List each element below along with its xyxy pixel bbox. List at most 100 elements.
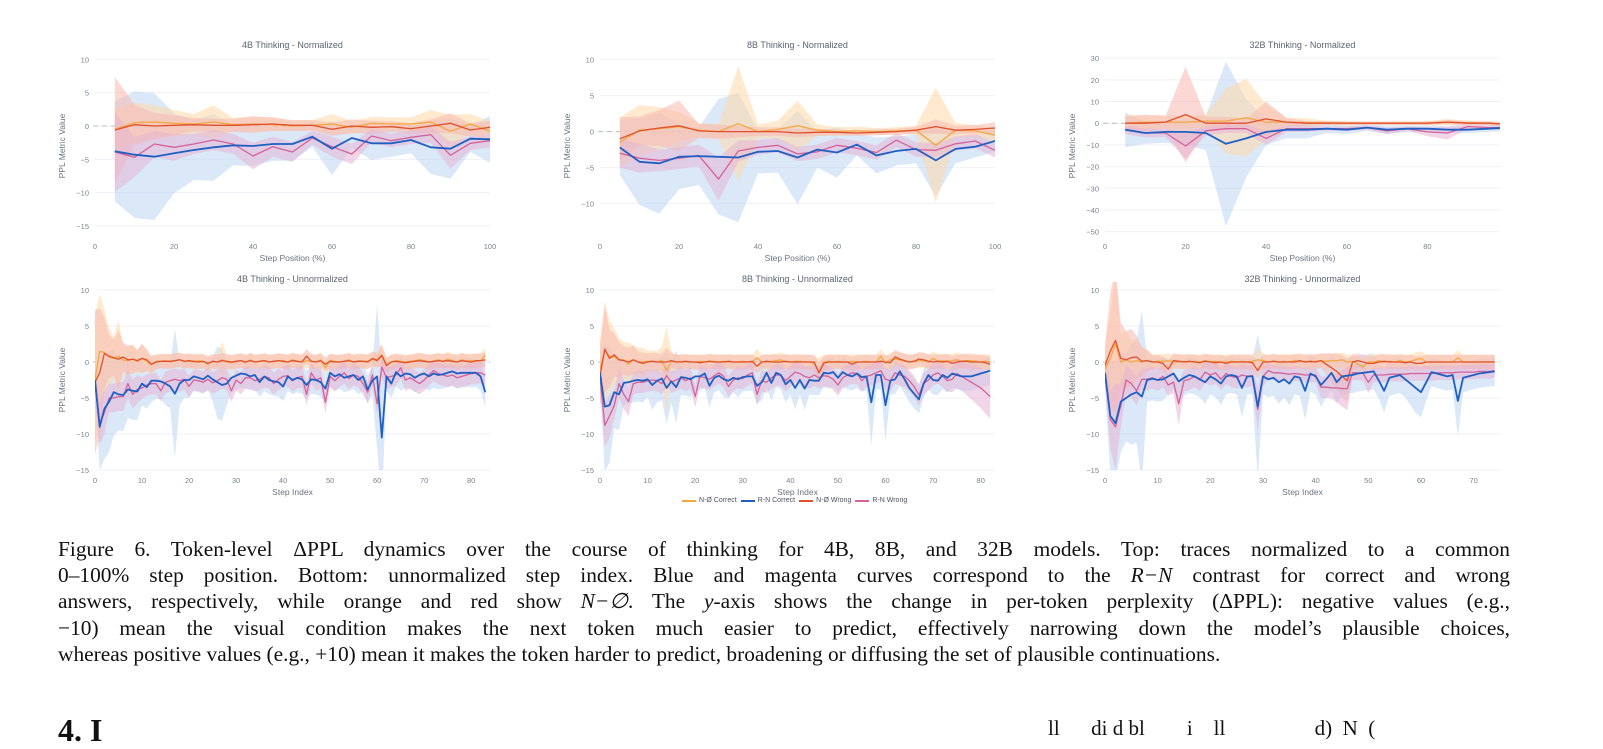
plot-area bbox=[95, 293, 487, 470]
band-r-wrong bbox=[114, 112, 490, 192]
x-axis-label: Step Index bbox=[1282, 487, 1323, 497]
x-tick-label: 70 bbox=[929, 476, 937, 485]
y-axis-label: PPL Metric Value bbox=[1067, 113, 1077, 178]
chart-panel-4b-normalized: 4B Thinking - Normalized −15 −10 −5 0 5 10 0 20 4… bbox=[55, 36, 505, 268]
y-tick-label: −20 bbox=[1086, 163, 1099, 172]
cutoff-text-fragment: ll di d bl i ll d) N ( bbox=[1048, 716, 1386, 740]
y-tick-label: 30 bbox=[1091, 54, 1099, 63]
y-tick-label: −10 bbox=[76, 430, 89, 439]
caption-text: -axis shows the change in per-token perp… bbox=[713, 589, 1510, 614]
chart-8b-unnormalized: 8B Thinking - Unnormalized −15 −10 −5 0 5 10 0 1… bbox=[562, 274, 995, 497]
legend-swatch-r-correct bbox=[740, 499, 755, 502]
y-tick-label: 5 bbox=[1095, 322, 1099, 331]
chart-32b-normalized: 32B Thinking - Normalized −50 −40 −30 −20 −10… bbox=[1067, 40, 1500, 263]
x-tick-label: 0 bbox=[1103, 476, 1107, 485]
band-n-wrong bbox=[600, 305, 991, 406]
x-axis-label: Step Index bbox=[272, 487, 313, 497]
y-tick-label: 0 bbox=[590, 128, 594, 137]
plot-area bbox=[1105, 282, 1495, 470]
band-n-wrong bbox=[114, 76, 490, 184]
x-tick-label: 60 bbox=[881, 476, 889, 485]
section-heading-cutoff: 4. I bbox=[58, 712, 103, 748]
caption-text: 0–100% step position. Bottom: unnormaliz… bbox=[58, 563, 1131, 588]
chart-title: 32B Thinking - Normalized bbox=[1250, 40, 1356, 50]
x-tick-label: 20 bbox=[1206, 476, 1214, 485]
caption-text: answers, respectively, while orange and … bbox=[58, 589, 581, 614]
band-n-correct bbox=[1125, 78, 1500, 157]
y-tick-label: −15 bbox=[76, 222, 89, 231]
chart-title: 4B Thinking - Normalized bbox=[242, 40, 343, 50]
x-tick-label: 60 bbox=[373, 476, 381, 485]
line-r-correct bbox=[619, 140, 995, 165]
x-tick-label: 20 bbox=[185, 476, 193, 485]
chart-title: 8B Thinking - Normalized bbox=[747, 40, 848, 50]
line-n-wrong bbox=[600, 348, 991, 377]
x-tick-label: 60 bbox=[328, 242, 336, 251]
chart-title: 32B Thinking - Unnormalized bbox=[1245, 274, 1361, 284]
plot-area bbox=[1125, 61, 1500, 227]
chart-panel-8b-normalized: 8B Thinking - Normalized −10 −5 0 5 10 0 20 40 60… bbox=[560, 36, 1010, 268]
line-r-wrong bbox=[1105, 369, 1495, 428]
x-tick-label: 70 bbox=[1469, 476, 1477, 485]
y-tick-label: 5 bbox=[85, 322, 89, 331]
x-tick-label: 10 bbox=[643, 476, 651, 485]
plot-area bbox=[114, 76, 490, 220]
line-r-correct bbox=[600, 369, 991, 408]
x-tick-label: 0 bbox=[598, 476, 602, 485]
y-tick-label: 20 bbox=[1091, 76, 1099, 85]
y-tick-label: 0 bbox=[1095, 358, 1099, 367]
y-axis-label: PPL Metric Value bbox=[57, 113, 67, 178]
x-tick-label: 20 bbox=[675, 242, 683, 251]
line-n-wrong bbox=[95, 352, 486, 383]
line-r-correct bbox=[1125, 126, 1500, 145]
chart-4b-unnormalized: 4B Thinking - Unnormalized −15 −10 −5 0 5 10 0 1… bbox=[57, 274, 490, 497]
band-r-wrong bbox=[619, 133, 995, 201]
y-tick-label: 10 bbox=[1091, 286, 1099, 295]
chart-title: 8B Thinking - Unnormalized bbox=[742, 274, 853, 284]
y-tick-label: −5 bbox=[1090, 394, 1099, 403]
caption-line-1: Figure 6. Token-level ΔPPL dynamics over… bbox=[58, 536, 1510, 562]
x-tick-label: 30 bbox=[232, 476, 240, 485]
band-r-correct bbox=[95, 304, 486, 470]
legend-item-n-correct: N-Ø Correct bbox=[682, 497, 737, 504]
x-tick-label: 0 bbox=[93, 476, 97, 485]
y-tick-label: −10 bbox=[76, 189, 89, 198]
legend-label: R-N Wrong bbox=[872, 497, 908, 504]
x-axis-label: Step Index bbox=[777, 487, 818, 497]
x-tick-label: 40 bbox=[1311, 476, 1319, 485]
caption-math: N−∅ bbox=[580, 589, 628, 614]
y-tick-label: 10 bbox=[81, 55, 89, 64]
y-tick-label: −5 bbox=[585, 394, 594, 403]
caption-text: whereas positive values (e.g., +10) mean… bbox=[58, 641, 1221, 666]
y-tick-label: −10 bbox=[581, 200, 594, 209]
band-r-wrong bbox=[1125, 124, 1500, 159]
chart-panel-32b-unnormalized: 32B Thinking - Unnormalized −15 −10 −5 0 5 10 0… bbox=[1065, 270, 1515, 502]
caption-line-4: −10) mean the visual condition makes the… bbox=[58, 615, 1510, 641]
y-tick-label: 10 bbox=[81, 286, 89, 295]
legend-item-r-correct: R-N Correct bbox=[740, 497, 795, 504]
caption-text: Figure 6. Token-level ΔPPL dynamics over… bbox=[58, 537, 1510, 561]
y-axis-label: PPL Metric Value bbox=[57, 347, 67, 412]
line-n-wrong bbox=[1125, 113, 1500, 125]
x-tick-label: 80 bbox=[407, 242, 415, 251]
legend-item-r-wrong: R-N Wrong bbox=[855, 497, 907, 504]
chart-32b-unnormalized: 32B Thinking - Unnormalized −15 −10 −5 0 5 10 0… bbox=[1067, 274, 1500, 497]
line-r-correct bbox=[114, 135, 490, 158]
x-tick-label: 20 bbox=[691, 476, 699, 485]
y-tick-label: −10 bbox=[1086, 430, 1099, 439]
line-r-wrong bbox=[114, 134, 490, 158]
x-axis-label: Step Position (%) bbox=[765, 253, 831, 263]
y-tick-label: 0 bbox=[85, 358, 89, 367]
x-tick-label: 80 bbox=[977, 476, 985, 485]
x-tick-label: 10 bbox=[1153, 476, 1161, 485]
chart-title: 4B Thinking - Unnormalized bbox=[237, 274, 348, 284]
x-tick-label: 70 bbox=[420, 476, 428, 485]
y-tick-label: 0 bbox=[590, 358, 594, 367]
x-tick-label: 30 bbox=[1259, 476, 1267, 485]
y-tick-label: 10 bbox=[1091, 98, 1099, 107]
legend-swatch-n-wrong bbox=[799, 499, 814, 502]
y-axis-label: PPL Metric Value bbox=[562, 347, 572, 412]
y-tick-label: −5 bbox=[585, 164, 594, 173]
caption-math: R−N bbox=[1130, 563, 1173, 588]
